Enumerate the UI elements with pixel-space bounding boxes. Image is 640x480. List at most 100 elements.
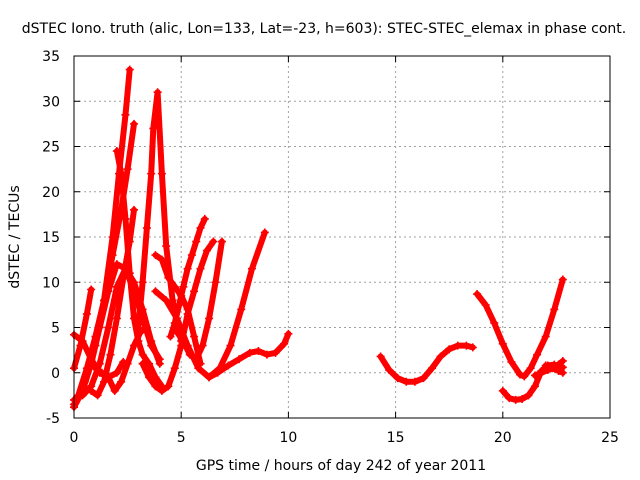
series-10-point [149,124,158,133]
series-17-point [445,345,454,354]
series-5-point [104,323,113,332]
x-tick-label: 25 [601,430,619,446]
series-21-point [558,368,567,377]
series-10-point [147,169,156,178]
series-11-point [151,251,160,260]
series-7-point [110,386,119,395]
series-8-point [100,377,109,386]
series-1-line [71,286,95,372]
series-13-point [183,264,192,273]
series-18-point [498,339,507,348]
series-13-point [192,237,201,246]
series-18-point [541,332,550,341]
series-8-point [106,350,115,359]
series-8-point [112,314,121,323]
x-tick-label: 15 [387,430,405,446]
series-6-point [104,287,113,296]
series-14-point [211,278,220,287]
series-12-point [170,364,179,373]
y-tick-label: 15 [42,230,60,246]
series-15-point [247,264,256,273]
series-9-point [117,169,126,178]
series-6-point [147,341,156,350]
series-21-line [542,362,566,376]
series-13-point [179,282,188,291]
series-12-point [183,309,192,318]
series-11-point [157,255,166,264]
series-12-point [202,246,211,255]
series-8-point [93,391,102,400]
series-17-point [428,364,437,373]
series-21-point [541,361,550,370]
series-10-point [138,278,147,287]
series-13-point [200,214,209,223]
y-tick-labels: -5 0 5 10 15 20 25 30 35 [42,49,60,427]
series-12-point [145,373,154,382]
series-18-line [474,276,566,380]
series-10-line [135,89,185,345]
series-18-point [490,318,499,327]
series-14-point [198,341,207,350]
series-18-point [507,357,516,366]
series-19-point [505,394,514,403]
series-18-point [481,300,490,309]
series-15-point [183,341,192,350]
series-13-point [175,300,184,309]
series-3-point [121,110,130,119]
y-tick-label: 5 [51,321,60,337]
series-9-point [121,214,130,223]
series-12-point [157,386,166,395]
series-14-point [217,237,226,246]
series-2-point [78,337,87,346]
x-tick-label: 10 [279,430,297,446]
series-12-point [151,382,160,391]
series-20-point [537,368,546,377]
series-17-point [393,374,402,383]
x-tick-labels: 0 5 10 15 20 25 [70,430,619,446]
y-tick-label: 30 [42,94,60,110]
series-13-point [166,332,175,341]
series-15-point [172,314,181,323]
y-tick-label: 20 [42,185,60,201]
series-13-point [196,223,205,232]
series-16-point [271,348,280,357]
series-12-point [190,287,199,296]
series-10-point [157,169,166,178]
series-6-point [155,355,164,364]
series-11-point [164,273,173,282]
series-5-point [95,359,104,368]
series-10-point [153,88,162,97]
series-17-point [436,352,445,361]
series-12-point [164,382,173,391]
series-layer [70,65,567,412]
series-16-point [262,350,271,359]
series-7-point [117,377,126,386]
series-19-point [524,391,533,400]
series-15-point [260,228,269,237]
series-6-point [78,386,87,395]
series-16-point [284,329,293,338]
series-15-point [151,287,160,296]
x-tick-label: 5 [177,430,186,446]
series-16-line [206,330,292,381]
series-15-point [226,341,235,350]
series-17-point [376,352,385,361]
series-17-line [377,342,476,385]
series-13-point [187,251,196,260]
series-3-point [125,65,134,74]
series-16-point [235,355,244,364]
series-8-point [130,205,139,214]
x-tick-label: 0 [70,430,79,446]
series-6-point [87,359,96,368]
y-tick-label: 25 [42,140,60,156]
series-21-point [548,364,557,373]
series-20-point [558,356,567,365]
series-16-point [224,361,233,370]
series-8-point [119,273,128,282]
series-6-point [95,323,104,332]
series-12-point [196,264,205,273]
y-tick-label: 10 [42,275,60,291]
series-12-line [139,238,217,394]
series-4-point [108,251,117,260]
